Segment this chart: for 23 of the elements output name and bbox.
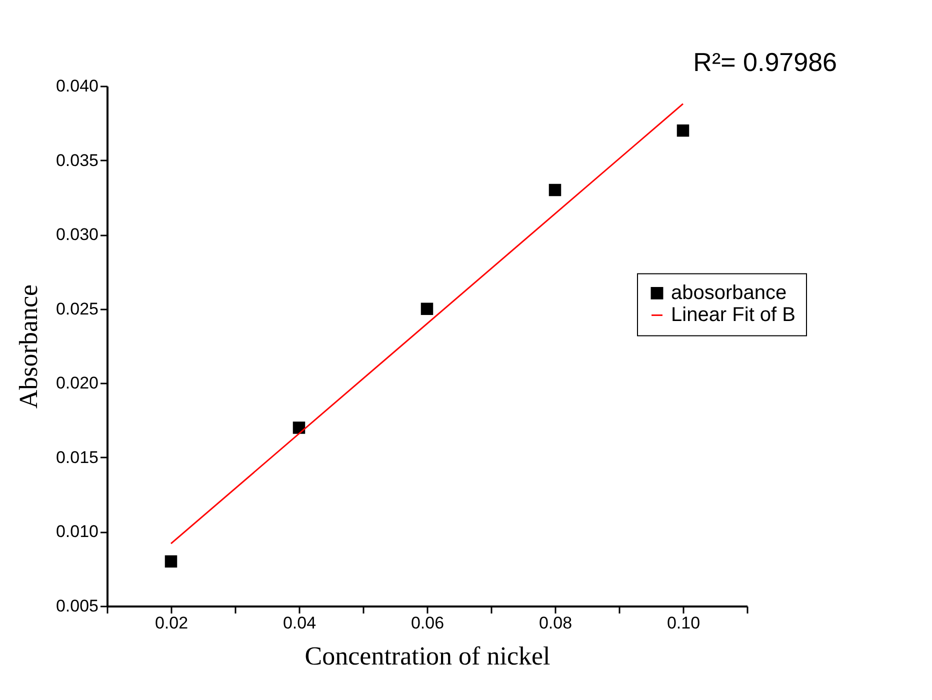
x-tick-label: 0.10	[666, 614, 700, 632]
y-tick-label: 0.040	[56, 76, 98, 96]
x-tick-label: 0.08	[538, 614, 572, 632]
y-tick-label: 0.005	[56, 596, 98, 616]
point	[548, 184, 562, 196]
point	[164, 555, 178, 568]
y-tick-label: 0.025	[56, 299, 98, 318]
legend-label: Linear Fit of B	[671, 304, 796, 326]
x-tick-label: 0.04	[282, 614, 316, 632]
y-tick-label: 0.035	[56, 150, 98, 170]
point	[676, 124, 690, 137]
legend-label: abosorbance	[671, 282, 787, 304]
y-tick-label: 0.030	[56, 225, 98, 244]
x-axis-title: Concentration of nickel	[304, 642, 550, 670]
x-tick-label: 0.02	[154, 614, 188, 632]
text: R²= 0.97986	[693, 47, 837, 77]
y-tick-label: 0.015	[56, 448, 98, 467]
y-axis-title: Absorbance	[14, 284, 43, 409]
y-tick-label: 0.020	[56, 374, 98, 393]
point	[420, 302, 434, 315]
x-tick-label: 0.06	[410, 614, 444, 632]
point	[292, 422, 306, 434]
y-tick-label: 0.010	[56, 522, 98, 542]
